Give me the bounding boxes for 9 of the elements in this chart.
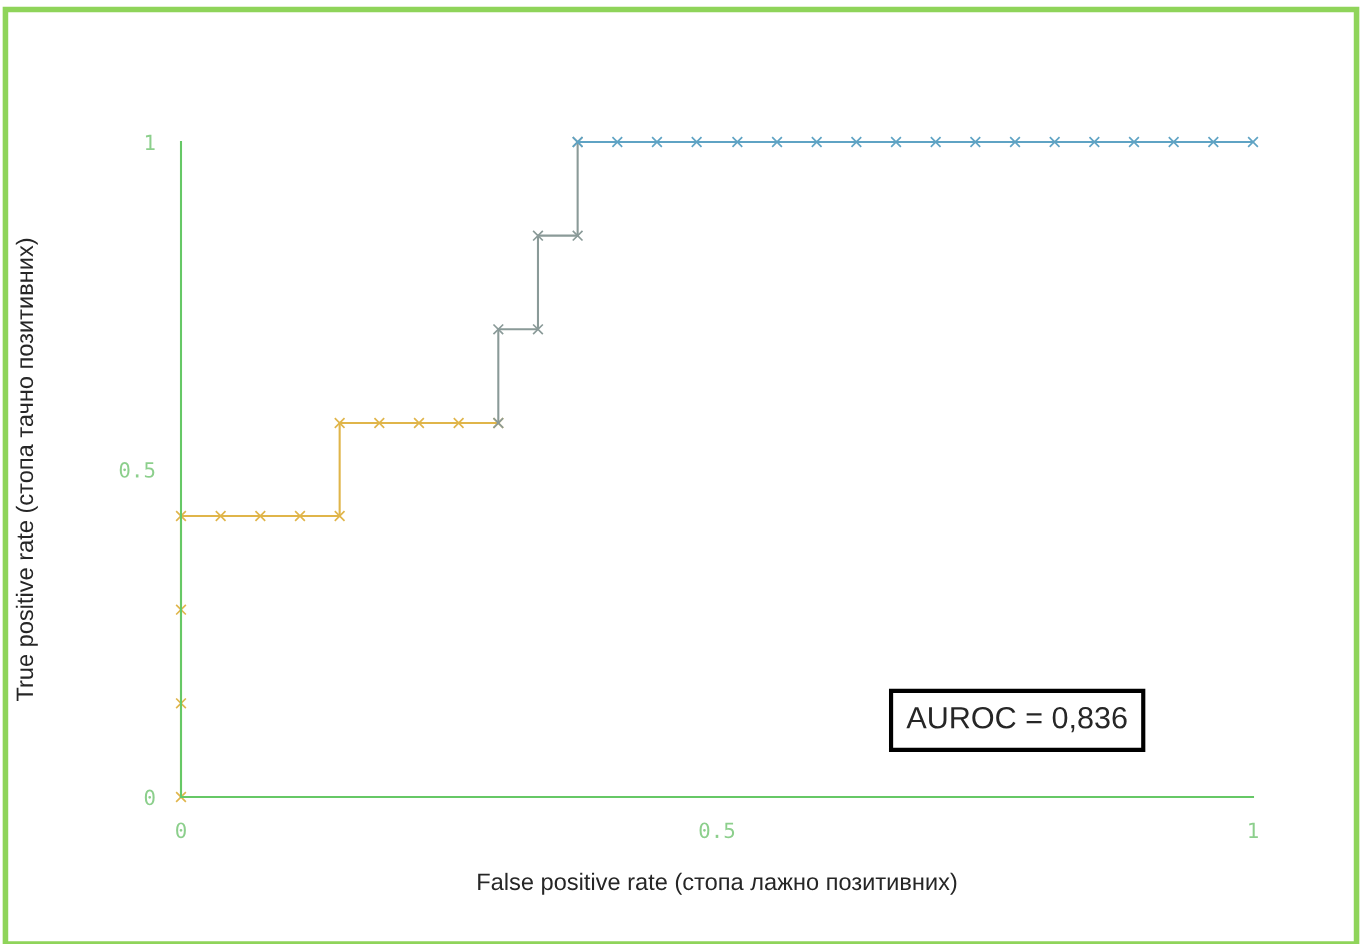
x-tick-label: 1 — [1249, 822, 1258, 838]
y-tick-label: 1 — [145, 134, 155, 150]
x-tick-label: 0 — [176, 822, 186, 839]
y-tick-label: 0.5 — [119, 462, 155, 478]
x-axis-title: False positive rate (стопа лажно позитивних) — [478, 872, 957, 895]
y-tick-label: 0 — [144, 789, 155, 806]
annotation: AUROC = 0,836 — [906, 706, 1127, 733]
x-tick-label: 0.5 — [699, 822, 735, 839]
y-axis-title: True positive rate (стопа тачно позитивних) — [15, 238, 38, 702]
